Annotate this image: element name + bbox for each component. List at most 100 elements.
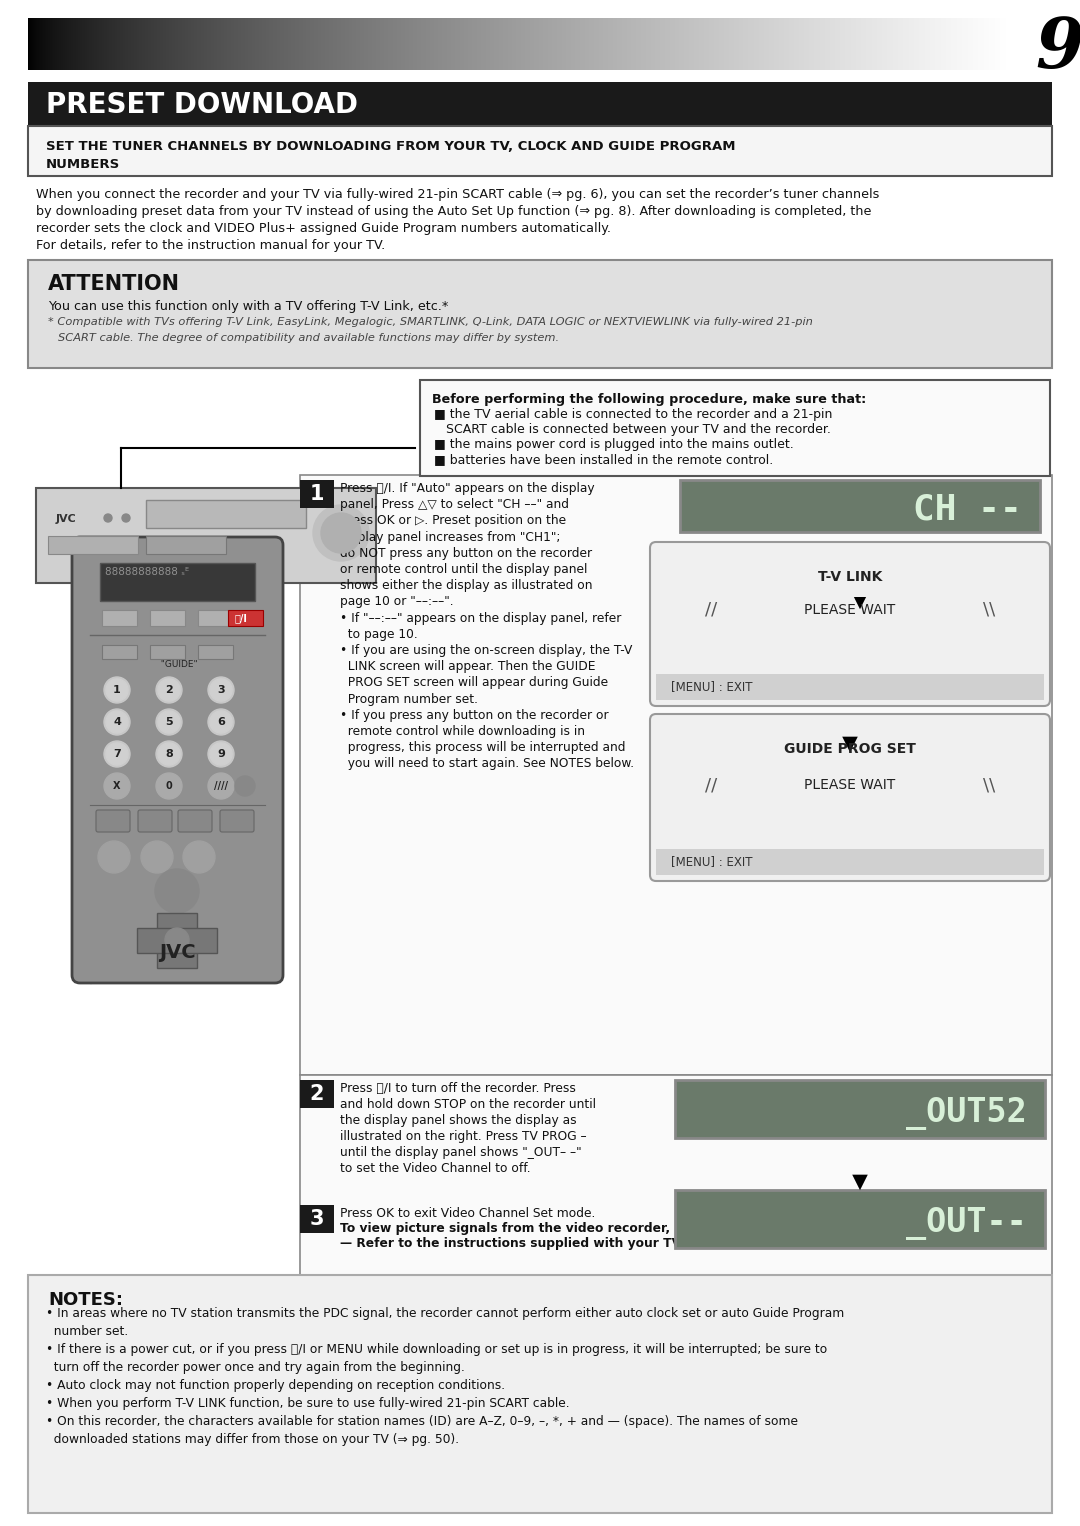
Text: you will need to start again. See NOTES below.: you will need to start again. See NOTES … (340, 757, 634, 771)
Bar (300, 475, 1052, 1074)
Bar (675, 1080, 1045, 1138)
Bar (100, 563, 255, 601)
Bar (658, 674, 1042, 694)
Circle shape (158, 679, 180, 700)
Text: ATTENTION: ATTENTION (48, 275, 180, 295)
Circle shape (158, 711, 180, 732)
Text: JVC: JVC (159, 943, 195, 963)
Text: page 10 or "––:––".: page 10 or "––:––". (340, 595, 454, 609)
Text: [MENU] : EXIT: [MENU] : EXIT (671, 856, 753, 868)
Text: and hold down STOP on the recorder until: and hold down STOP on the recorder until (340, 1099, 596, 1111)
Text: 8: 8 (165, 749, 173, 758)
Text: * Compatible with TVs offering T-V Link, EasyLink, Megalogic, SMARTLINK, Q-Link,: * Compatible with TVs offering T-V Link,… (48, 317, 813, 327)
Circle shape (104, 742, 130, 768)
Circle shape (156, 710, 183, 736)
Bar (420, 380, 1050, 476)
FancyBboxPatch shape (96, 810, 130, 832)
Text: do NOT press any button on the recorder: do NOT press any button on the recorder (340, 546, 592, 560)
Bar (198, 645, 233, 659)
Bar (28, 127, 1052, 175)
Text: ■ the mains power cord is plugged into the mains outlet.: ■ the mains power cord is plugged into t… (434, 438, 794, 452)
Bar (102, 610, 137, 626)
Text: 3: 3 (217, 685, 225, 694)
Text: 0: 0 (165, 781, 173, 790)
Text: progress, this process will be interrupted and: progress, this process will be interrupt… (340, 742, 625, 754)
Text: T-V LINK: T-V LINK (818, 571, 882, 584)
Bar (228, 610, 264, 626)
Text: _OUT52: _OUT52 (906, 1097, 1027, 1129)
Text: CH --: CH -- (914, 493, 1022, 526)
Text: 1: 1 (310, 484, 324, 504)
Text: or remote control until the display panel: or remote control until the display pane… (340, 563, 588, 575)
Bar (658, 848, 1042, 868)
Bar (198, 610, 233, 626)
Circle shape (156, 742, 183, 768)
Circle shape (321, 513, 361, 552)
Text: display panel increases from "CH1";: display panel increases from "CH1"; (340, 531, 561, 543)
Text: ////: //// (214, 781, 228, 790)
Text: NUMBERS: NUMBERS (46, 159, 120, 171)
Text: PLEASE WAIT: PLEASE WAIT (805, 778, 895, 792)
Text: illustrated on the right. Press TV PROG –: illustrated on the right. Press TV PROG … (340, 1129, 586, 1143)
Text: 88888888888 ₛᴱ: 88888888888 ₛᴱ (105, 568, 189, 577)
Text: number set.: number set. (46, 1325, 129, 1338)
Text: remote control while downloading is in: remote control while downloading is in (340, 725, 585, 739)
Text: until the display panel shows "_OUT– –": until the display panel shows "_OUT– –" (340, 1146, 582, 1160)
Circle shape (208, 710, 234, 736)
Circle shape (104, 514, 112, 522)
Circle shape (210, 711, 232, 732)
FancyBboxPatch shape (72, 537, 283, 983)
Text: • If "––:––" appears on the display panel, refer: • If "––:––" appears on the display pane… (340, 612, 621, 624)
FancyBboxPatch shape (650, 714, 1050, 881)
Text: GUIDE PROG SET: GUIDE PROG SET (784, 742, 916, 755)
Circle shape (156, 774, 183, 800)
Text: [MENU] : EXIT: [MENU] : EXIT (671, 681, 753, 693)
Bar (146, 536, 226, 554)
Text: Press ⏻/I. If "Auto" appears on the display: Press ⏻/I. If "Auto" appears on the disp… (340, 482, 595, 494)
Circle shape (106, 711, 129, 732)
FancyBboxPatch shape (650, 542, 1050, 707)
FancyBboxPatch shape (138, 810, 172, 832)
Text: NOTES:: NOTES: (48, 1291, 123, 1309)
Text: ⏻/I: ⏻/I (235, 613, 248, 623)
Text: "GUIDE": "GUIDE" (156, 661, 198, 668)
Text: to page 10.: to page 10. (340, 627, 418, 641)
Text: JVC: JVC (56, 514, 77, 523)
Bar (28, 259, 1052, 368)
Text: — Refer to the instructions supplied with your TV set for how to do this.: — Refer to the instructions supplied wit… (340, 1238, 838, 1250)
Text: PRESET DOWNLOAD: PRESET DOWNLOAD (46, 92, 357, 119)
Text: Press ⏻/I to turn off the recorder. Press: Press ⏻/I to turn off the recorder. Pres… (340, 1082, 576, 1096)
Bar (300, 1074, 1052, 1280)
Text: \\: \\ (983, 777, 995, 794)
Text: LINK screen will appear. Then the GUIDE: LINK screen will appear. Then the GUIDE (340, 661, 595, 673)
Bar (300, 1080, 334, 1108)
Bar (675, 1190, 1045, 1248)
Text: X: X (113, 781, 121, 790)
Circle shape (313, 505, 369, 562)
Circle shape (165, 928, 189, 952)
Bar (48, 536, 138, 554)
Text: • If you are using the on-screen display, the T-V: • If you are using the on-screen display… (340, 644, 633, 658)
Circle shape (104, 710, 130, 736)
Text: When you connect the recorder and your TV via fully-wired 21-pin SCART cable (⇒ : When you connect the recorder and your T… (36, 188, 879, 201)
Circle shape (208, 678, 234, 703)
Text: shows either the display as illustrated on: shows either the display as illustrated … (340, 580, 593, 592)
FancyBboxPatch shape (178, 810, 212, 832)
Text: \\: \\ (983, 601, 995, 620)
FancyBboxPatch shape (220, 810, 254, 832)
Text: • If there is a power cut, or if you press ⏻/I or MENU while downloading or set : • If there is a power cut, or if you pre… (46, 1343, 827, 1357)
Circle shape (104, 678, 130, 703)
Circle shape (235, 777, 255, 797)
Text: To view picture signals from the video recorder, set your TV to its AV mode.: To view picture signals from the video r… (340, 1222, 863, 1235)
Text: 9: 9 (217, 749, 225, 758)
Bar (28, 1276, 1052, 1512)
Text: recorder sets the clock and VIDEO Plus+ assigned Guide Program numbers automatic: recorder sets the clock and VIDEO Plus+ … (36, 221, 611, 235)
Circle shape (106, 743, 129, 765)
Text: 1: 1 (113, 685, 121, 694)
Circle shape (183, 841, 215, 873)
Text: 6: 6 (217, 717, 225, 726)
Circle shape (98, 841, 130, 873)
Text: panel, Press △▽ to select "CH ––" and: panel, Press △▽ to select "CH ––" and (340, 497, 569, 511)
Text: 2: 2 (310, 1083, 324, 1103)
Text: Press OK to exit Video Channel Set mode.: Press OK to exit Video Channel Set mode. (340, 1207, 595, 1219)
